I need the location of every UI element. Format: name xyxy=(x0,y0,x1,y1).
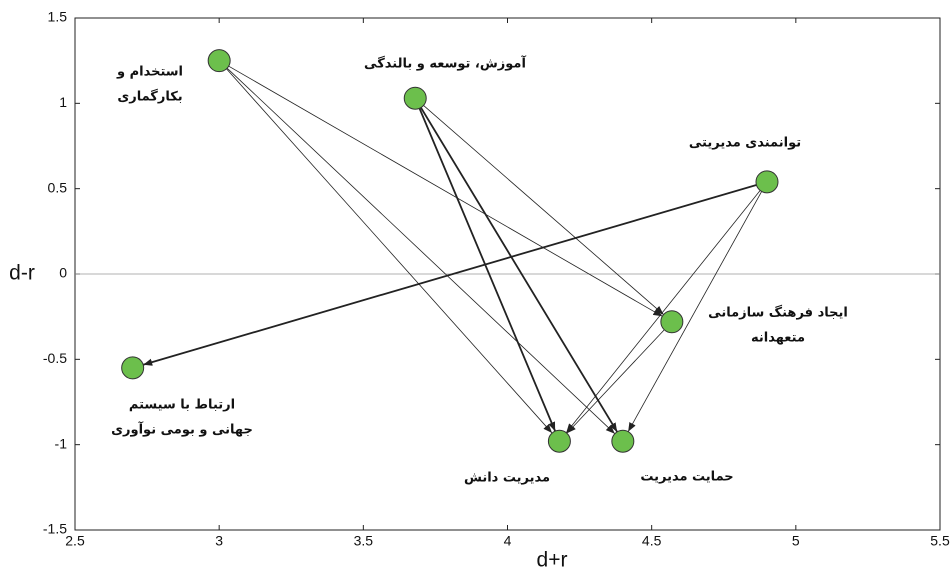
node xyxy=(207,49,231,73)
y-axis-label: d-r xyxy=(9,262,35,285)
x-tick-label: 2.5 xyxy=(65,533,85,549)
node xyxy=(547,429,571,453)
y-tick-label: 1 xyxy=(59,94,67,110)
x-tick-label: 3.5 xyxy=(354,533,374,549)
link-arrow xyxy=(142,180,768,366)
node-label: متعهدانه xyxy=(751,331,805,346)
y-tick-label: 0 xyxy=(59,265,67,281)
link-arrow xyxy=(218,60,616,434)
x-tick-label: 4.5 xyxy=(642,533,662,549)
y-tick-label: 1.5 xyxy=(48,9,68,25)
node xyxy=(755,170,779,194)
x-axis-label: d+r xyxy=(537,549,568,572)
node-label: استخدام و xyxy=(116,65,183,80)
link-arrow xyxy=(566,321,673,434)
node-label: آموزش، توسعه و بالندگی xyxy=(364,55,526,72)
node-label: توانمندی مدیریتی xyxy=(689,136,801,151)
node-label: ارتباط با سیستم xyxy=(129,398,235,413)
link-arrow xyxy=(414,97,664,315)
y-tick-label: -0.5 xyxy=(43,350,67,366)
link-arrow xyxy=(414,97,618,433)
link-arrow xyxy=(218,60,553,434)
node xyxy=(403,86,427,110)
link-arrow xyxy=(627,181,768,432)
link-arrow xyxy=(565,181,768,433)
x-tick-label: 4 xyxy=(504,533,512,549)
link-arrow xyxy=(218,60,663,317)
y-tick-label: -1.5 xyxy=(43,521,67,537)
node-label: مدیریت دانش xyxy=(464,471,550,486)
x-tick-label: 3 xyxy=(215,533,223,549)
x-tick-label: 5 xyxy=(792,533,800,549)
node-label: بکارگماری xyxy=(117,89,182,105)
node xyxy=(660,310,684,334)
x-tick-label: 5.5 xyxy=(930,533,950,549)
node xyxy=(121,356,145,380)
y-tick-label: -1 xyxy=(55,435,68,451)
node-label: ایجاد فرهنگ سازمانی xyxy=(708,305,848,321)
node-label: حمایت مدیریت xyxy=(640,470,733,485)
node-label: جهانی و بومی نوآوری xyxy=(111,421,253,438)
y-tick-label: 0.5 xyxy=(48,179,68,195)
node xyxy=(611,429,635,453)
